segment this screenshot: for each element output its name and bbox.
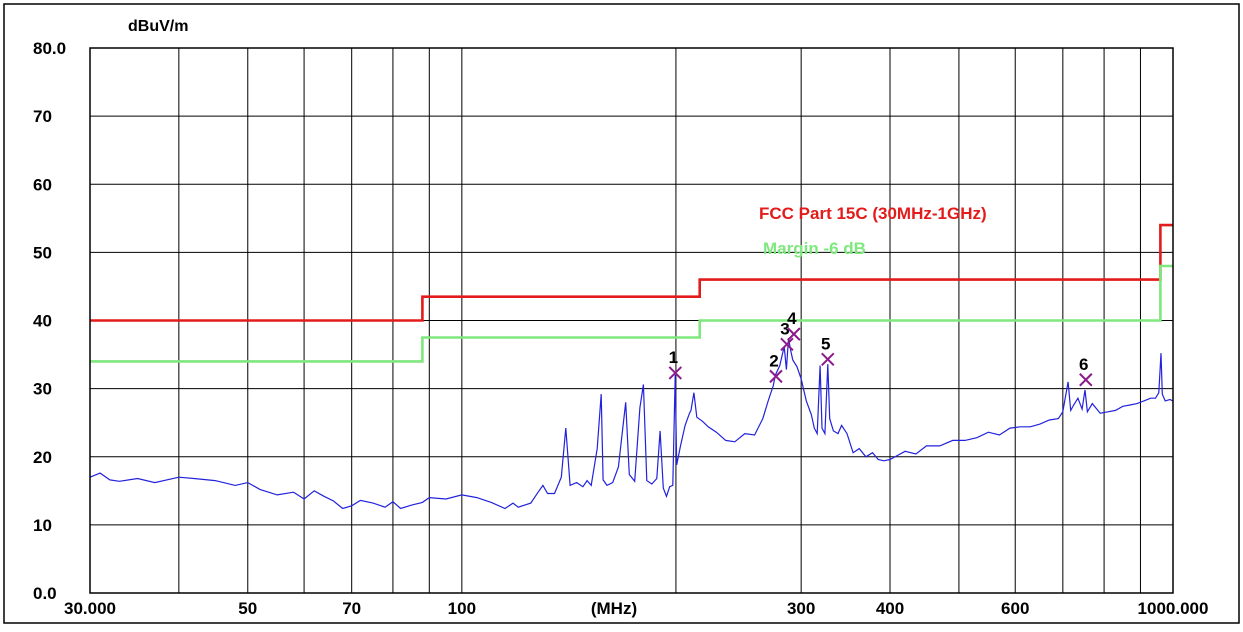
x-tick-label: 600 bbox=[1001, 599, 1029, 618]
y-unit-label: dBuV/m bbox=[128, 18, 188, 35]
x-tick-label: 30.000 bbox=[64, 599, 116, 618]
marker-cross bbox=[1079, 373, 1093, 387]
y-tick-label: 60 bbox=[33, 175, 52, 194]
marker-cross bbox=[668, 366, 683, 380]
x-tick-label: 300 bbox=[787, 599, 815, 618]
marker-label: 2 bbox=[769, 351, 778, 370]
marker-2: 2 bbox=[769, 351, 783, 384]
outer-border bbox=[3, 3, 1240, 624]
x-tick-label: 50 bbox=[238, 599, 257, 618]
marker-label: 5 bbox=[821, 334, 830, 353]
marker-cross bbox=[769, 369, 783, 384]
series-line-fcc-limit bbox=[90, 223, 1173, 322]
y-tick-label: 10 bbox=[33, 516, 52, 535]
legend-entry: Margin -6 dB bbox=[763, 239, 866, 258]
series-line-margin bbox=[90, 264, 1173, 363]
marker-label: 4 bbox=[787, 309, 797, 328]
plot-frame bbox=[89, 47, 1174, 594]
y-tick-label: 40 bbox=[33, 312, 52, 331]
marker-label: 3 bbox=[780, 319, 789, 338]
marker-label: 1 bbox=[669, 348, 678, 367]
x-tick-label: 70 bbox=[342, 599, 361, 618]
markers-layer: 1 234 5 6 bbox=[668, 309, 1093, 387]
marker-3: 3 bbox=[780, 319, 794, 352]
y-tick-label: 80.0 bbox=[33, 39, 66, 58]
labels-layer: 80.0 70 60 50 40 30 20 10 0.0 30.000 50 70 100 300 400… bbox=[33, 18, 1208, 618]
marker-6: 6 bbox=[1079, 355, 1093, 387]
marker-5: 5 bbox=[821, 334, 835, 367]
x-tick-label: 100 bbox=[448, 599, 476, 618]
marker-cross bbox=[780, 337, 794, 352]
series-layer bbox=[89, 223, 1174, 510]
y-tick-label: 20 bbox=[33, 448, 52, 467]
legend-entry: FCC Part 15C (30MHz-1GHz) bbox=[759, 204, 987, 223]
marker-label: 6 bbox=[1079, 355, 1088, 374]
x-tick-label: 400 bbox=[876, 599, 904, 618]
series-line-measurement bbox=[89, 338, 1174, 510]
y-tick-label: 30 bbox=[33, 380, 52, 399]
y-tick-label: 50 bbox=[33, 243, 52, 262]
marker-cross bbox=[787, 327, 801, 341]
x-tick-label: 1000.000 bbox=[1138, 599, 1209, 618]
y-tick-label: 70 bbox=[33, 107, 52, 126]
y-tick-label: 0.0 bbox=[33, 584, 57, 603]
marker-1: 1 bbox=[668, 348, 683, 380]
x-unit-label: (MHz) bbox=[591, 599, 637, 618]
marker-4: 4 bbox=[787, 309, 801, 341]
marker-cross bbox=[821, 352, 835, 367]
